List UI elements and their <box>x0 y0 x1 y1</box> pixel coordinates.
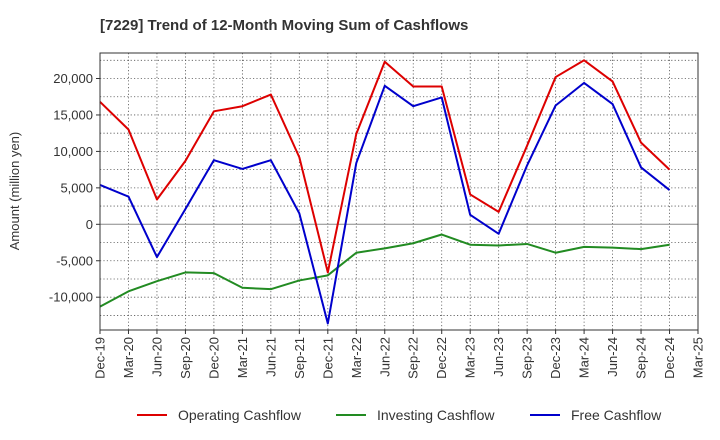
grid-layer <box>100 53 698 330</box>
x-tick-label: Mar-21 <box>235 337 250 378</box>
chart-title: [7229] Trend of 12-Month Moving Sum of C… <box>100 17 468 34</box>
y-tick-label: 5,000 <box>60 180 93 195</box>
x-axis-ticks: Dec-19 Mar-20 Jun-20 Sep-20 Dec-20 Mar-21 Jun-… <box>93 330 706 379</box>
x-tick-label: Sep-23 <box>520 337 535 379</box>
x-tick-label: Mar-20 <box>121 337 136 378</box>
x-tick-label: Mar-23 <box>463 337 478 378</box>
legend-label-free-cashflow: Free Cashflow <box>571 407 662 423</box>
x-tick-label: Jun-23 <box>491 337 506 377</box>
x-tick-label: Dec-21 <box>320 337 335 379</box>
x-tick-label: Jun-24 <box>605 337 620 377</box>
legend: Operating Cashflow Investing Cashflow Free… <box>137 407 662 423</box>
series-line-investing-cashflow <box>99 233 670 308</box>
x-tick-label: Mar-22 <box>349 337 364 378</box>
x-tick-label: Mar-24 <box>577 337 592 378</box>
x-tick-label: Mar-25 <box>691 337 706 378</box>
x-tick-label: Dec-20 <box>206 337 221 379</box>
plot-frame <box>99 52 699 331</box>
series-line-free-cashflow <box>99 81 671 325</box>
x-tick-label: Sep-22 <box>406 337 421 379</box>
x-tick-label: Sep-21 <box>292 337 307 379</box>
y-tick-label: 0 <box>86 217 93 232</box>
series-layer <box>99 59 671 325</box>
y-axis-label: Amount (million yen) <box>7 132 22 251</box>
x-tick-label: Dec-19 <box>93 337 108 379</box>
y-tick-label: 15,000 <box>53 107 93 122</box>
x-tick-label: Dec-22 <box>434 337 449 379</box>
x-tick-label: Sep-20 <box>178 337 193 379</box>
x-tick-label: Jun-22 <box>377 337 392 377</box>
legend-label-operating-cashflow: Operating Cashflow <box>178 407 302 423</box>
series-line-operating-cashflow <box>99 59 671 274</box>
x-tick-label: Dec-23 <box>548 337 563 379</box>
x-tick-label: Jun-20 <box>149 337 164 377</box>
legend-label-investing-cashflow: Investing Cashflow <box>377 407 495 423</box>
y-tick-label: -5,000 <box>56 253 93 268</box>
y-axis-ticks: -10,000 -5,000 0 5,000 10,000 15,000 20,000 <box>49 71 100 305</box>
y-tick-label: 10,000 <box>53 144 93 159</box>
x-tick-label: Jun-21 <box>263 337 278 377</box>
y-tick-label: 20,000 <box>53 71 93 86</box>
y-tick-label: -10,000 <box>49 290 93 305</box>
x-tick-label: Dec-24 <box>662 337 677 379</box>
x-tick-label: Sep-24 <box>634 337 649 379</box>
